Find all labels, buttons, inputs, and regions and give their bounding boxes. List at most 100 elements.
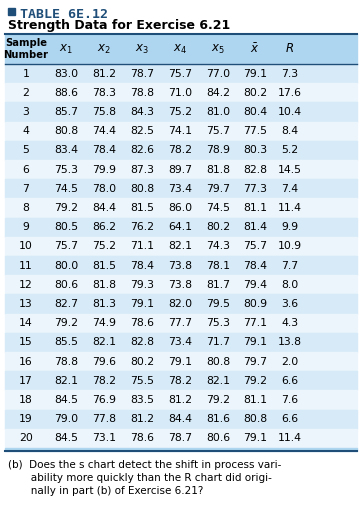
Text: 10.9: 10.9 (278, 241, 302, 252)
Text: 86.0: 86.0 (168, 203, 192, 213)
Text: 84.4: 84.4 (168, 414, 192, 424)
Text: 78.6: 78.6 (130, 433, 154, 443)
Text: 80.9: 80.9 (243, 299, 267, 309)
Text: 82.1: 82.1 (92, 338, 116, 348)
Text: 20: 20 (19, 433, 33, 443)
Text: 74.5: 74.5 (206, 203, 230, 213)
Text: $x_2$: $x_2$ (97, 42, 111, 56)
Bar (5, 352, 357, 371)
Text: 81.0: 81.0 (206, 107, 230, 117)
Bar (8, 8, 15, 15)
Text: 83.0: 83.0 (54, 69, 78, 79)
Text: $R$: $R$ (286, 43, 295, 56)
Bar (5, 34, 357, 64)
Bar (5, 218, 357, 237)
Text: $x_4$: $x_4$ (173, 42, 187, 56)
Text: 78.4: 78.4 (243, 260, 267, 270)
Text: 75.7: 75.7 (168, 69, 192, 79)
Text: 75.3: 75.3 (54, 165, 78, 175)
Bar (5, 141, 357, 160)
Text: 1: 1 (22, 69, 29, 79)
Text: 81.2: 81.2 (130, 414, 154, 424)
Text: 86.2: 86.2 (92, 222, 116, 232)
Bar (5, 371, 357, 390)
Text: 6.6: 6.6 (281, 414, 299, 424)
Text: 9.9: 9.9 (281, 222, 299, 232)
Text: 73.8: 73.8 (168, 280, 192, 290)
Text: 74.9: 74.9 (92, 318, 116, 328)
Text: $\bar{x}$: $\bar{x}$ (250, 42, 260, 56)
Text: 81.7: 81.7 (206, 280, 230, 290)
Text: 79.6: 79.6 (92, 356, 116, 367)
Text: 76.2: 76.2 (130, 222, 154, 232)
Text: 83.4: 83.4 (54, 145, 78, 155)
Text: 82.8: 82.8 (130, 338, 154, 348)
Text: 3.6: 3.6 (281, 299, 299, 309)
Text: 80.8: 80.8 (130, 184, 154, 194)
Bar (5, 448, 357, 451)
Text: 7.3: 7.3 (281, 69, 299, 79)
Text: 84.5: 84.5 (54, 395, 78, 405)
Text: TABLE 6E.12: TABLE 6E.12 (20, 7, 108, 20)
Text: 78.2: 78.2 (168, 376, 192, 386)
Text: 84.2: 84.2 (206, 88, 230, 98)
Bar (5, 314, 357, 333)
Text: 7.6: 7.6 (281, 395, 299, 405)
Bar (5, 256, 357, 275)
Text: 80.4: 80.4 (243, 107, 267, 117)
Text: 82.8: 82.8 (243, 165, 267, 175)
Text: 79.9: 79.9 (92, 165, 116, 175)
Text: 77.3: 77.3 (243, 184, 267, 194)
Text: 81.8: 81.8 (206, 165, 230, 175)
Text: 6.6: 6.6 (281, 376, 299, 386)
Text: $x_5$: $x_5$ (211, 42, 225, 56)
Text: 79.1: 79.1 (243, 433, 267, 443)
Text: 13: 13 (19, 299, 33, 309)
Text: 79.1: 79.1 (243, 338, 267, 348)
Text: (b)  Does the s chart detect the shift in process vari-: (b) Does the s chart detect the shift in… (8, 460, 281, 470)
Text: 79.7: 79.7 (243, 356, 267, 367)
Text: 7.4: 7.4 (281, 184, 299, 194)
Text: 75.3: 75.3 (206, 318, 230, 328)
Text: 12: 12 (19, 280, 33, 290)
Text: 8: 8 (22, 203, 29, 213)
Text: 77.0: 77.0 (206, 69, 230, 79)
Text: 89.7: 89.7 (168, 165, 192, 175)
Bar (5, 410, 357, 429)
Bar (5, 64, 357, 83)
Text: 79.5: 79.5 (206, 299, 230, 309)
Text: 17: 17 (19, 376, 33, 386)
Text: 4: 4 (22, 126, 29, 136)
Text: 78.3: 78.3 (92, 88, 116, 98)
Text: 78.4: 78.4 (92, 145, 116, 155)
Text: 71.1: 71.1 (130, 241, 154, 252)
Text: 2: 2 (22, 88, 29, 98)
Text: 2.0: 2.0 (281, 356, 299, 367)
Text: 88.6: 88.6 (54, 88, 78, 98)
Text: 73.4: 73.4 (168, 184, 192, 194)
Text: 82.1: 82.1 (206, 376, 230, 386)
Text: 81.2: 81.2 (92, 69, 116, 79)
Text: 78.6: 78.6 (130, 318, 154, 328)
Text: 75.7: 75.7 (54, 241, 78, 252)
Text: 10.4: 10.4 (278, 107, 302, 117)
Text: 77.1: 77.1 (243, 318, 267, 328)
Bar (5, 160, 357, 179)
Text: 19: 19 (19, 414, 33, 424)
Text: Strength Data for Exercise 6.21: Strength Data for Exercise 6.21 (8, 19, 230, 32)
Text: 3: 3 (22, 107, 29, 117)
Text: 79.7: 79.7 (206, 184, 230, 194)
Text: 84.4: 84.4 (92, 203, 116, 213)
Text: 78.8: 78.8 (54, 356, 78, 367)
Text: 75.2: 75.2 (92, 241, 116, 252)
Text: 75.7: 75.7 (206, 126, 230, 136)
Text: 74.3: 74.3 (206, 241, 230, 252)
Text: 82.0: 82.0 (168, 299, 192, 309)
Text: 74.4: 74.4 (92, 126, 116, 136)
Text: 14.5: 14.5 (278, 165, 302, 175)
Text: 18: 18 (19, 395, 33, 405)
Text: 5: 5 (22, 145, 29, 155)
Text: 11.4: 11.4 (278, 203, 302, 213)
Text: 82.1: 82.1 (168, 241, 192, 252)
Text: 79.2: 79.2 (243, 376, 267, 386)
